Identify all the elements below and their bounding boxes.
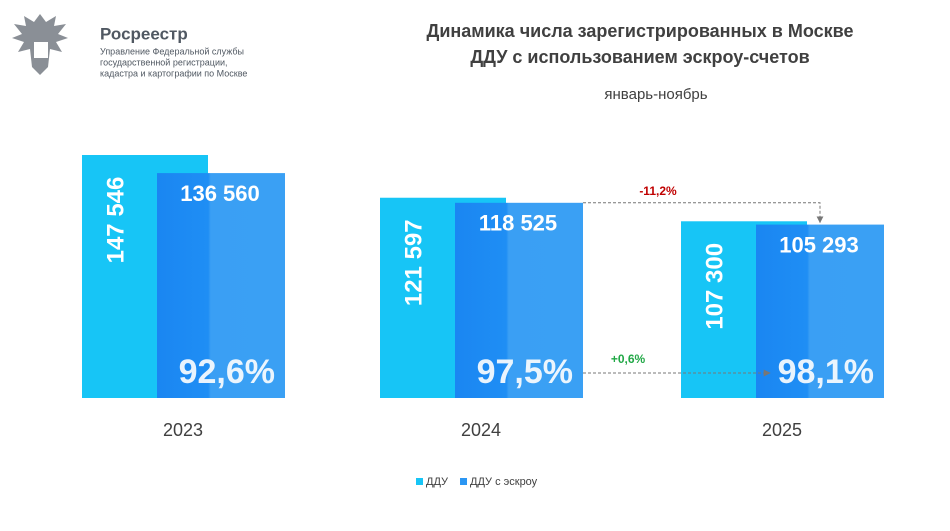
legend-label: ДДУ с эскроу [470, 476, 538, 488]
value-label: 118 525 [479, 211, 557, 236]
org-line: кадастра и картографии по Москве [100, 68, 247, 78]
value-label: 121 597 [400, 219, 427, 306]
legend-swatch [460, 478, 468, 485]
value-label: 107 300 [701, 243, 728, 330]
change-label: +0,6% [611, 352, 646, 366]
legend-label: ДДУ [426, 476, 449, 488]
value-label: 136 560 [180, 181, 260, 206]
logo [12, 14, 68, 75]
value-label: 105 293 [779, 232, 859, 257]
x-tick-label: 2025 [762, 420, 802, 440]
org-line: Управление Федеральной службы [100, 46, 244, 56]
chart-title: Динамика числа зарегистрированных в Моск… [427, 21, 854, 41]
brand: Росреестр [100, 24, 188, 43]
share-label: 97,5% [477, 353, 573, 391]
x-tick-label: 2023 [163, 420, 203, 440]
change-label: -11,2% [639, 184, 677, 198]
org-line: государственной регистрации, [100, 57, 228, 67]
chart-title: ДДУ с использованием эскроу-счетов [470, 47, 809, 67]
share-label: 92,6% [179, 353, 275, 391]
share-label: 98,1% [778, 353, 874, 391]
x-tick-label: 2024 [461, 420, 501, 440]
bar [756, 224, 884, 398]
chart-subtitle: январь-ноябрь [604, 86, 707, 103]
legend-swatch [416, 478, 423, 485]
bar [455, 202, 583, 398]
change-arrow [583, 202, 824, 224]
bar [157, 173, 285, 398]
value-label: 147 546 [102, 177, 129, 264]
